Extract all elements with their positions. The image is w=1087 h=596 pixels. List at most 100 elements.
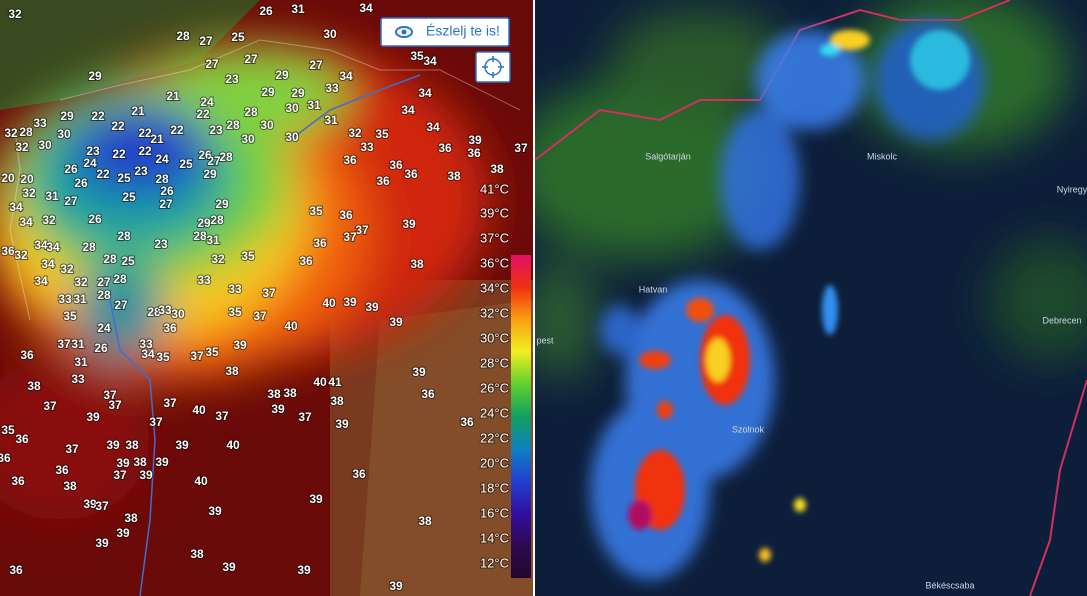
station-temperature: 26 <box>74 176 88 190</box>
station-temperature: 22 <box>196 107 210 121</box>
station-temperature: 36 <box>376 174 390 188</box>
station-temperature: 39 <box>116 456 130 470</box>
station-temperature: 28 <box>117 229 131 243</box>
station-temperature: 22 <box>91 109 105 123</box>
station-temperature: 38 <box>447 169 461 183</box>
station-temperature: 39 <box>389 315 403 329</box>
station-temperature: 39 <box>468 133 482 147</box>
station-temperature: 28 <box>103 252 117 266</box>
station-temperature: 27 <box>207 154 221 168</box>
station-temperature: 37 <box>253 309 267 323</box>
station-temperature: 32 <box>14 248 28 262</box>
station-temperature: 38 <box>490 162 504 176</box>
station-temperature: 20 <box>20 172 34 186</box>
station-temperature: 37 <box>262 286 276 300</box>
station-temperature: 39 <box>139 468 153 482</box>
station-temperature: 33 <box>58 292 72 306</box>
station-temperature: 32 <box>15 140 29 154</box>
station-temperature: 33 <box>197 273 211 287</box>
station-temperature: 38 <box>225 364 239 378</box>
station-temperature: 39 <box>412 365 426 379</box>
station-temperature: 26 <box>94 341 108 355</box>
station-temperature: 29 <box>261 85 275 99</box>
legend-label: 30°C <box>480 330 509 345</box>
station-temperature: 37 <box>57 337 71 351</box>
station-temperature: 34 <box>9 200 23 214</box>
station-temperature: 21 <box>166 89 180 103</box>
station-temperature: 25 <box>121 254 135 268</box>
station-temperature: 35 <box>205 345 219 359</box>
station-temperature: 21 <box>150 132 164 146</box>
legend-label: 41°C <box>480 181 509 196</box>
station-temperature: 26 <box>88 212 102 226</box>
station-temperature: 34 <box>339 69 353 83</box>
station-temperature: 37 <box>149 415 163 429</box>
station-temperature: 36 <box>438 141 452 155</box>
station-temperature: 22 <box>138 144 152 158</box>
station-temperature: 38 <box>267 387 281 401</box>
station-temperature: 39 <box>175 438 189 452</box>
station-temperature: 39 <box>95 536 109 550</box>
station-temperature: 39 <box>402 217 416 231</box>
station-temperature: 23 <box>154 237 168 251</box>
station-temperature: 39 <box>389 579 403 593</box>
station-temperature: 27 <box>309 58 323 72</box>
station-temperature: 34 <box>401 103 415 117</box>
station-temperature: 36 <box>404 167 418 181</box>
station-temperature: 34 <box>41 257 55 271</box>
place-label: Miskolc <box>867 151 898 161</box>
station-temperature: 38 <box>330 394 344 408</box>
station-temperature: 25 <box>231 30 245 44</box>
station-temperature: 36 <box>339 208 353 222</box>
station-temperature: 30 <box>241 132 255 146</box>
station-temperature: 28 <box>97 288 111 302</box>
station-temperature: 28 <box>193 229 207 243</box>
station-temperature: 36 <box>343 153 357 167</box>
station-temperature: 36 <box>421 387 435 401</box>
station-temperature: 20 <box>1 171 15 185</box>
station-temperature: 28 <box>19 125 33 139</box>
station-temperature: 33 <box>228 282 242 296</box>
station-temperature: 26 <box>259 4 273 18</box>
place-label: Nyiregy <box>1057 184 1087 194</box>
station-temperature: 27 <box>159 197 173 211</box>
station-temperature: 29 <box>275 68 289 82</box>
place-label: pest <box>536 335 554 345</box>
station-temperature: 39 <box>271 402 285 416</box>
station-temperature: 32 <box>42 213 56 227</box>
report-button[interactable]: Észlelj te is! <box>380 17 510 47</box>
station-temperature: 32 <box>60 262 74 276</box>
station-temperature: 28 <box>244 105 258 119</box>
radar-map: Salgótarján Miskolc Nyiregy Hatvan Debrecen p… <box>535 0 1087 596</box>
station-temperature: 28 <box>113 272 127 286</box>
station-temperature: 28 <box>219 150 233 164</box>
station-temperature: 41 <box>328 375 342 389</box>
station-temperature: 36 <box>299 254 313 268</box>
station-temperature: 39 <box>343 295 357 309</box>
station-temperature: 35 <box>63 309 77 323</box>
station-temperature: 33 <box>158 303 172 317</box>
station-temperature: 40 <box>194 474 208 488</box>
legend-label: 34°C <box>480 280 509 295</box>
place-label: Szolnok <box>732 424 765 434</box>
station-temperature: 34 <box>418 86 432 100</box>
station-temperature: 38 <box>283 386 297 400</box>
station-temperature: 40 <box>313 375 327 389</box>
station-temperature: 35 <box>309 204 323 218</box>
locate-button[interactable] <box>475 51 511 83</box>
station-temperature: 33 <box>33 116 47 130</box>
station-temperature: 38 <box>125 438 139 452</box>
station-temperature: 36 <box>460 415 474 429</box>
station-temperature: 28 <box>155 172 169 186</box>
station-temperature: 35 <box>156 350 170 364</box>
station-temperature: 40 <box>192 403 206 417</box>
station-temperature: 36 <box>9 563 23 577</box>
station-temperature: 25 <box>122 190 136 204</box>
legend-label: 22°C <box>480 430 509 445</box>
place-label: Békéscsaba <box>925 580 974 590</box>
station-temperature: 22 <box>96 167 110 181</box>
station-temperature: 37 <box>65 442 79 456</box>
station-temperature: 34 <box>141 347 155 361</box>
station-temperature: 27 <box>205 57 219 71</box>
station-temperature: 30 <box>285 101 299 115</box>
